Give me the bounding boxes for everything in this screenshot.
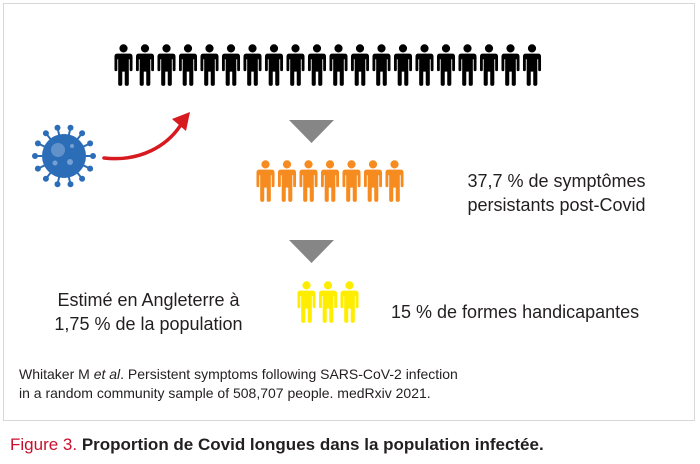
down-arrow-1 bbox=[289, 120, 334, 143]
person-icon bbox=[256, 160, 275, 202]
persistent-symptoms-row bbox=[256, 160, 404, 202]
persistent-line-2: persistants post-Covid bbox=[467, 195, 646, 215]
person-icon bbox=[340, 281, 359, 323]
citation-line-1-rest: . Persistent symptoms following SARS-CoV… bbox=[120, 366, 458, 382]
figure-caption: Figure 3. Proportion de Covid longues da… bbox=[10, 434, 690, 456]
person-icon bbox=[342, 160, 361, 202]
citation-line-1: Whitaker M et al. Persistent symptoms fo… bbox=[19, 365, 669, 384]
persistent-symptoms-text: 37,7 % de symptômes persistants post-Cov… bbox=[454, 169, 659, 217]
disabling-forms-text: 15 % de formes handicapantes bbox=[391, 302, 640, 322]
person-icon bbox=[436, 44, 456, 86]
person-icon bbox=[221, 44, 241, 86]
person-icon bbox=[501, 44, 520, 86]
caption-title: Proportion de Covid longues dans la popu… bbox=[81, 435, 544, 454]
person-icon bbox=[372, 44, 391, 86]
disabling-forms-row bbox=[297, 281, 359, 323]
person-icon bbox=[318, 281, 338, 323]
person-icon bbox=[329, 44, 348, 86]
down-arrow-2 bbox=[289, 240, 334, 263]
person-icon bbox=[135, 44, 155, 86]
persistent-line-1: 37,7 % de symptômes bbox=[467, 171, 646, 191]
citation-etal: et al bbox=[93, 366, 121, 382]
person-icon bbox=[479, 44, 499, 86]
person-icon bbox=[350, 44, 370, 86]
estimate-line-1: Estimé en Angleterre à bbox=[57, 290, 240, 310]
person-icon bbox=[415, 44, 434, 86]
infection-arrow-icon bbox=[102, 112, 190, 161]
infected-population-row bbox=[114, 44, 542, 86]
citation: Whitaker M et al. Persistent symptoms fo… bbox=[19, 365, 669, 403]
caption-label: Figure 3. bbox=[10, 435, 78, 454]
person-icon bbox=[393, 44, 413, 86]
person-icon bbox=[286, 44, 305, 86]
person-icon bbox=[277, 160, 297, 202]
person-icon bbox=[178, 44, 198, 86]
person-icon bbox=[200, 44, 219, 86]
virus-icon bbox=[32, 124, 96, 188]
person-icon bbox=[385, 160, 404, 202]
person-icon bbox=[114, 44, 133, 86]
person-icon bbox=[307, 44, 327, 86]
person-icon bbox=[157, 44, 176, 86]
england-estimate-text: Estimé en Angleterre à 1,75 % de la popu… bbox=[46, 288, 251, 336]
citation-author: Whitaker M bbox=[19, 366, 94, 382]
person-icon bbox=[297, 281, 316, 323]
person-icon bbox=[299, 160, 318, 202]
person-icon bbox=[243, 44, 262, 86]
person-icon bbox=[320, 160, 340, 202]
citation-line-2: in a random community sample of 508,707 … bbox=[19, 385, 431, 401]
person-icon bbox=[264, 44, 284, 86]
person-icon bbox=[522, 44, 542, 86]
person-icon bbox=[458, 44, 477, 86]
estimate-line-2: 1,75 % de la population bbox=[54, 314, 243, 334]
person-icon bbox=[363, 160, 383, 202]
